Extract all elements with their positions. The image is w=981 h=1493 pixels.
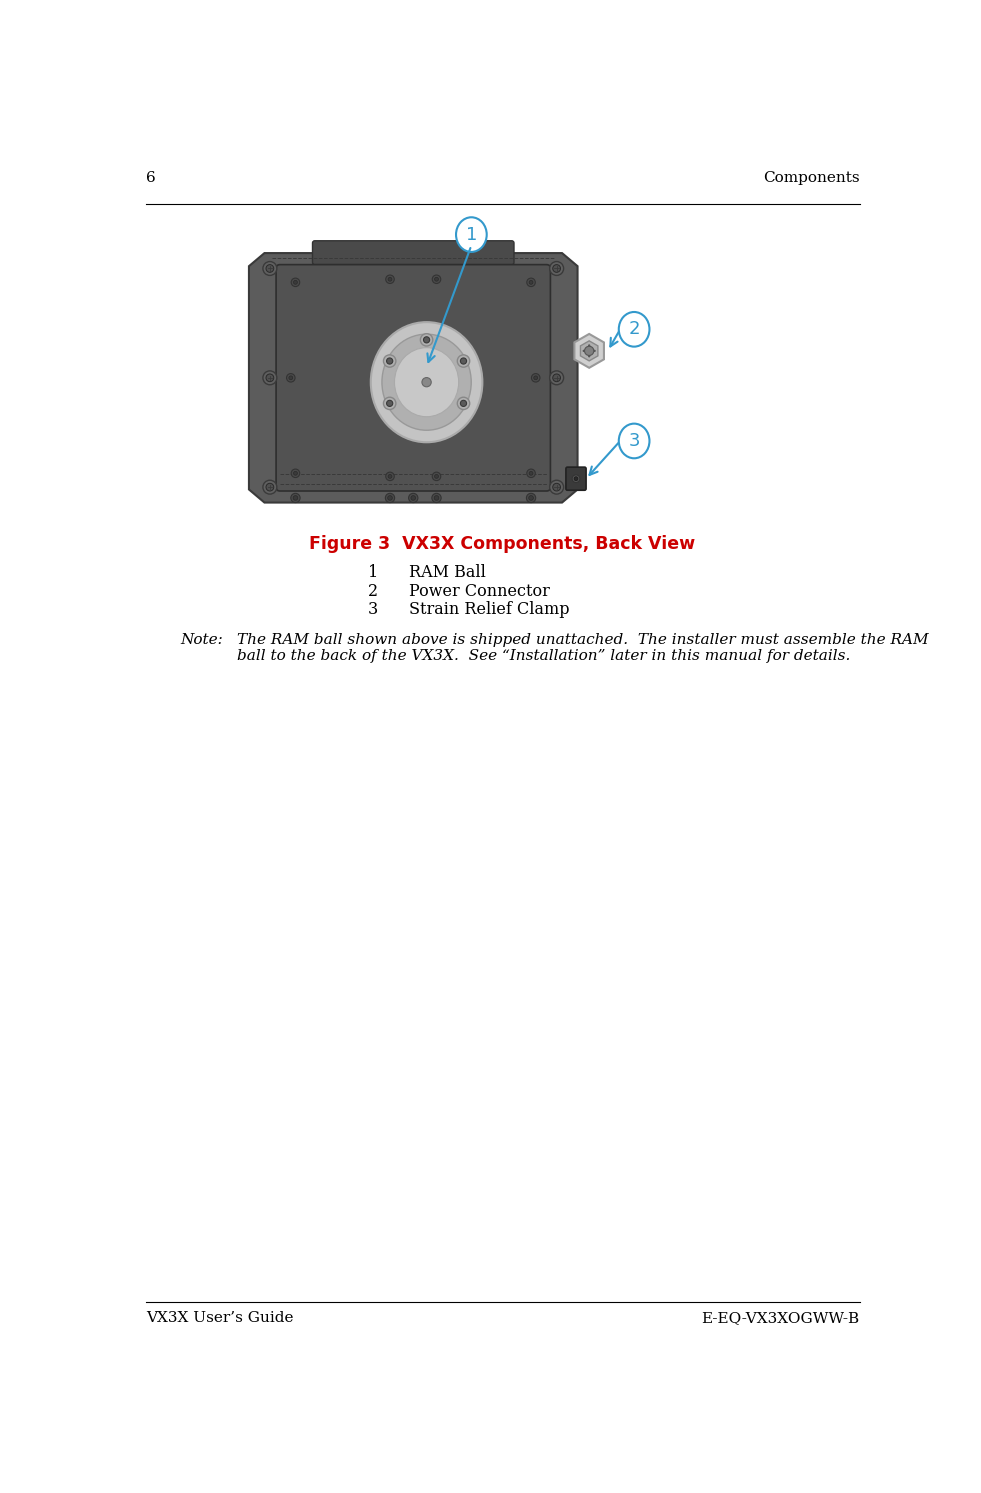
Circle shape — [527, 469, 536, 478]
Circle shape — [384, 397, 396, 409]
Circle shape — [527, 278, 536, 287]
Circle shape — [293, 496, 298, 500]
Circle shape — [386, 472, 394, 481]
Circle shape — [387, 400, 392, 406]
Text: Strain Relief Clamp: Strain Relief Clamp — [409, 602, 570, 618]
Ellipse shape — [394, 348, 459, 417]
Text: Note:: Note: — [181, 633, 224, 648]
Ellipse shape — [371, 322, 483, 442]
Circle shape — [435, 496, 439, 500]
Circle shape — [266, 264, 274, 272]
Circle shape — [529, 472, 533, 475]
Text: E-EQ-VX3XOGWW-B: E-EQ-VX3XOGWW-B — [701, 1311, 859, 1326]
Circle shape — [585, 346, 594, 355]
Text: 1: 1 — [466, 225, 477, 243]
Circle shape — [572, 475, 580, 482]
Text: 2: 2 — [629, 321, 640, 339]
Circle shape — [293, 472, 297, 475]
Circle shape — [529, 496, 534, 500]
Circle shape — [588, 345, 591, 346]
Circle shape — [552, 264, 560, 272]
Text: The RAM ball shown above is shipped unattached.  The installer must assemble the: The RAM ball shown above is shipped unat… — [237, 633, 929, 648]
Ellipse shape — [456, 218, 487, 252]
Circle shape — [388, 475, 392, 478]
Circle shape — [435, 475, 439, 478]
Circle shape — [286, 373, 295, 382]
Ellipse shape — [619, 424, 649, 458]
Text: 2: 2 — [368, 582, 379, 600]
Text: RAM Ball: RAM Ball — [409, 564, 487, 581]
Circle shape — [583, 349, 585, 352]
Circle shape — [549, 370, 564, 385]
Text: Power Connector: Power Connector — [409, 582, 550, 600]
Circle shape — [532, 373, 540, 382]
Circle shape — [527, 493, 536, 503]
Circle shape — [433, 472, 440, 481]
Circle shape — [574, 476, 578, 481]
Circle shape — [411, 496, 416, 500]
Circle shape — [529, 281, 533, 284]
Circle shape — [457, 355, 470, 367]
Circle shape — [291, 469, 300, 478]
Text: VX3X User’s Guide: VX3X User’s Guide — [146, 1311, 293, 1326]
Circle shape — [457, 397, 470, 409]
Circle shape — [552, 373, 560, 382]
Text: ball to the back of the VX3X.  See “Installation” later in this manual for detai: ball to the back of the VX3X. See “Insta… — [237, 649, 851, 663]
Circle shape — [435, 278, 439, 281]
Text: Components: Components — [763, 172, 859, 185]
Circle shape — [460, 400, 467, 406]
Ellipse shape — [382, 334, 471, 430]
Text: 1: 1 — [368, 564, 379, 581]
Circle shape — [432, 493, 441, 503]
Circle shape — [388, 278, 392, 281]
Circle shape — [422, 378, 432, 387]
Circle shape — [263, 370, 277, 385]
Polygon shape — [249, 254, 578, 503]
Circle shape — [384, 355, 396, 367]
Ellipse shape — [619, 312, 649, 346]
Circle shape — [552, 484, 560, 491]
FancyBboxPatch shape — [276, 264, 550, 491]
Polygon shape — [581, 340, 597, 361]
Circle shape — [386, 275, 394, 284]
Circle shape — [293, 281, 297, 284]
Circle shape — [263, 261, 277, 275]
Circle shape — [409, 493, 418, 503]
Circle shape — [263, 481, 277, 494]
Circle shape — [549, 261, 564, 275]
Circle shape — [387, 496, 392, 500]
Circle shape — [534, 376, 538, 379]
FancyBboxPatch shape — [566, 467, 586, 490]
Circle shape — [594, 349, 595, 352]
Circle shape — [549, 481, 564, 494]
Text: Figure 3  VX3X Components, Back View: Figure 3 VX3X Components, Back View — [309, 534, 696, 552]
Circle shape — [290, 493, 300, 503]
Circle shape — [387, 358, 392, 364]
Circle shape — [460, 358, 467, 364]
Circle shape — [386, 493, 394, 503]
Circle shape — [291, 278, 300, 287]
Circle shape — [288, 376, 292, 379]
Circle shape — [266, 484, 274, 491]
Text: 6: 6 — [146, 172, 156, 185]
Polygon shape — [575, 334, 604, 367]
Text: 3: 3 — [368, 602, 379, 618]
Circle shape — [588, 355, 591, 357]
FancyBboxPatch shape — [313, 240, 514, 264]
Circle shape — [266, 373, 274, 382]
Text: 3: 3 — [629, 431, 640, 449]
Circle shape — [433, 275, 440, 284]
Circle shape — [421, 333, 433, 346]
Circle shape — [424, 337, 430, 343]
